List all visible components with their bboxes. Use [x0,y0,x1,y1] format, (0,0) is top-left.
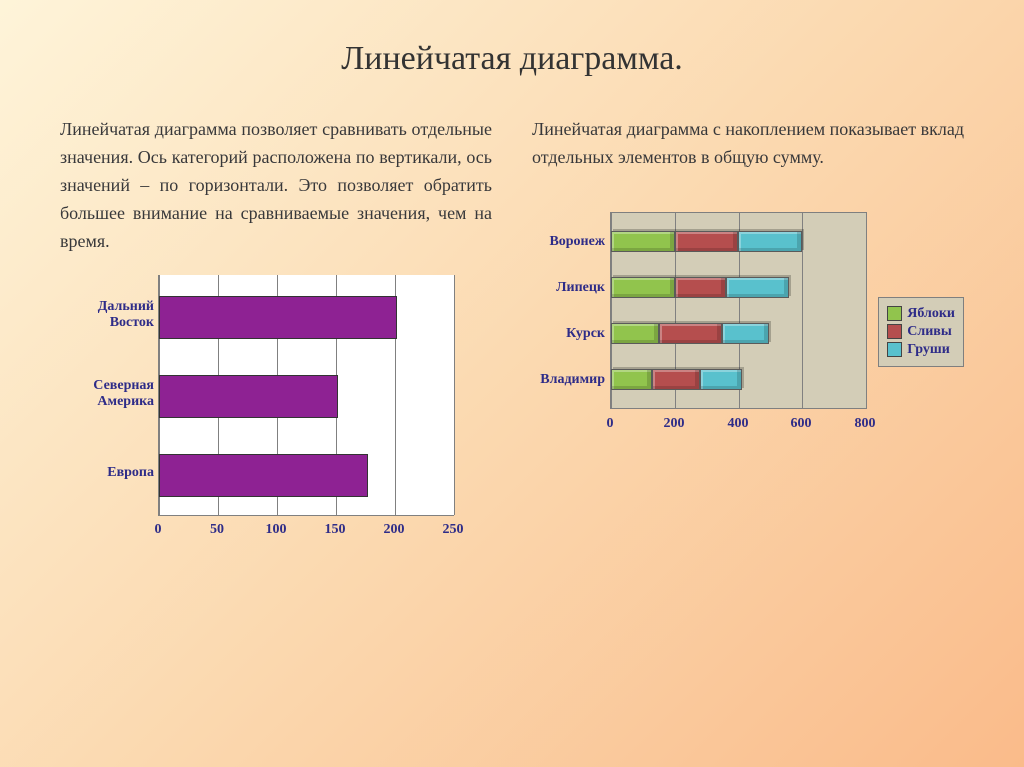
xtick-label: 0 [138,522,178,538]
chart2-wrap: Воронеж Липецк Курск [532,212,964,452]
bar [159,454,368,497]
legend-label: Яблоки [907,306,955,322]
bar-segment [675,277,726,298]
legend-label: Груши [907,342,950,358]
xtick-label: 400 [713,416,763,432]
right-description: Линейчатая диаграмма с накоплением показ… [532,116,964,172]
xtick-label: 800 [840,416,890,432]
category-label: Липецк [529,280,605,296]
legend-item: Яблоки [887,306,955,322]
bar [159,296,397,339]
bar-segment [700,369,741,390]
category-label: Дальний Восток [74,299,154,330]
category-label: Владимир [529,372,605,388]
bar-chart-simple: Дальний Восток Северная Америка Европа 0… [80,275,460,555]
bar-segment [738,231,802,252]
category-label: Курск [529,326,605,342]
bar-segment [611,369,652,390]
category-label: Северная Америка [74,378,154,409]
legend-swatch [887,342,902,357]
columns: Линейчатая диаграмма позволяет сравниват… [60,116,964,555]
xtick-label: 200 [649,416,699,432]
bar-segment [726,277,790,298]
gridline [454,275,455,515]
legend: Яблоки Сливы Груши [878,297,964,367]
xtick-label: 100 [256,522,296,538]
category-label: Европа [74,465,154,480]
stacked-bar [611,323,769,344]
xtick-label: 600 [776,416,826,432]
legend-swatch [887,324,902,339]
bar-segment [611,231,675,252]
bar-segment [611,277,675,298]
xtick-label: 200 [374,522,414,538]
category-label: Воронеж [529,234,605,250]
gridline [866,213,867,408]
chart1-plot-area: Дальний Восток Северная Америка Европа [158,275,454,516]
bar-segment [722,323,768,344]
stacked-bar [611,277,789,298]
page: Линейчатая диаграмма. Линейчатая диаграм… [0,0,1024,767]
xtick-label: 250 [433,522,473,538]
legend-item: Сливы [887,324,955,340]
bar-segment [675,231,739,252]
gridline [802,213,803,408]
bar-segment [659,323,723,344]
chart2-plot-area: Воронеж Липецк Курск [610,212,867,409]
xtick-label: 50 [197,522,237,538]
bar [159,375,338,418]
legend-item: Груши [887,342,955,358]
left-description: Линейчатая диаграмма позволяет сравниват… [60,116,492,255]
legend-swatch [887,306,902,321]
bar-chart-stacked: Воронеж Липецк Курск [532,212,868,452]
bar-segment [652,369,700,390]
right-column: Линейчатая диаграмма с накоплением показ… [532,116,964,555]
xtick-label: 0 [585,416,635,432]
stacked-bar [611,369,742,390]
page-title: Линейчатая диаграмма. [60,40,964,78]
stacked-bar [611,231,802,252]
left-column: Линейчатая диаграмма позволяет сравниват… [60,116,492,555]
xtick-label: 150 [315,522,355,538]
legend-label: Сливы [907,324,952,340]
bar-segment [611,323,659,344]
